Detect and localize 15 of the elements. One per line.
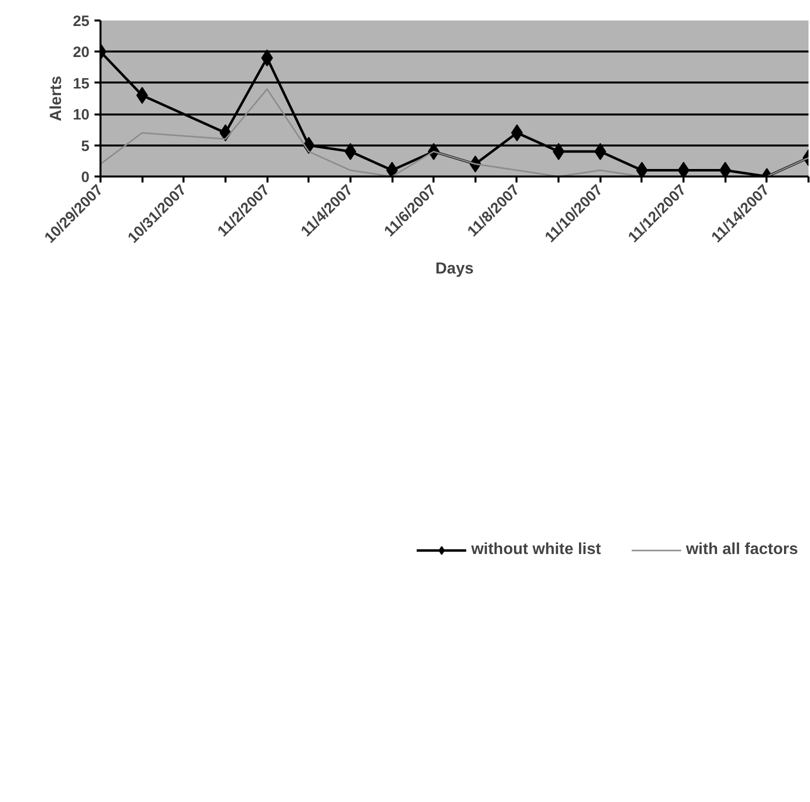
y-axis-title: Alerts (48, 76, 65, 122)
y-tick-label: 20 (72, 44, 90, 62)
y-tick-label: 5 (81, 138, 90, 155)
y-tick-label: 10 (72, 106, 90, 124)
y-tick-label: 15 (72, 75, 90, 92)
point (719, 162, 732, 176)
y-tick-label: 25 (72, 13, 90, 30)
point (386, 162, 398, 176)
legend-label: with all factors (686, 541, 798, 559)
y-tick-label: 0 (81, 169, 90, 186)
point (636, 162, 648, 176)
x-axis-title: Days (435, 260, 474, 278)
legend-label: without white list (471, 541, 601, 559)
point (594, 143, 606, 160)
point (678, 162, 690, 176)
